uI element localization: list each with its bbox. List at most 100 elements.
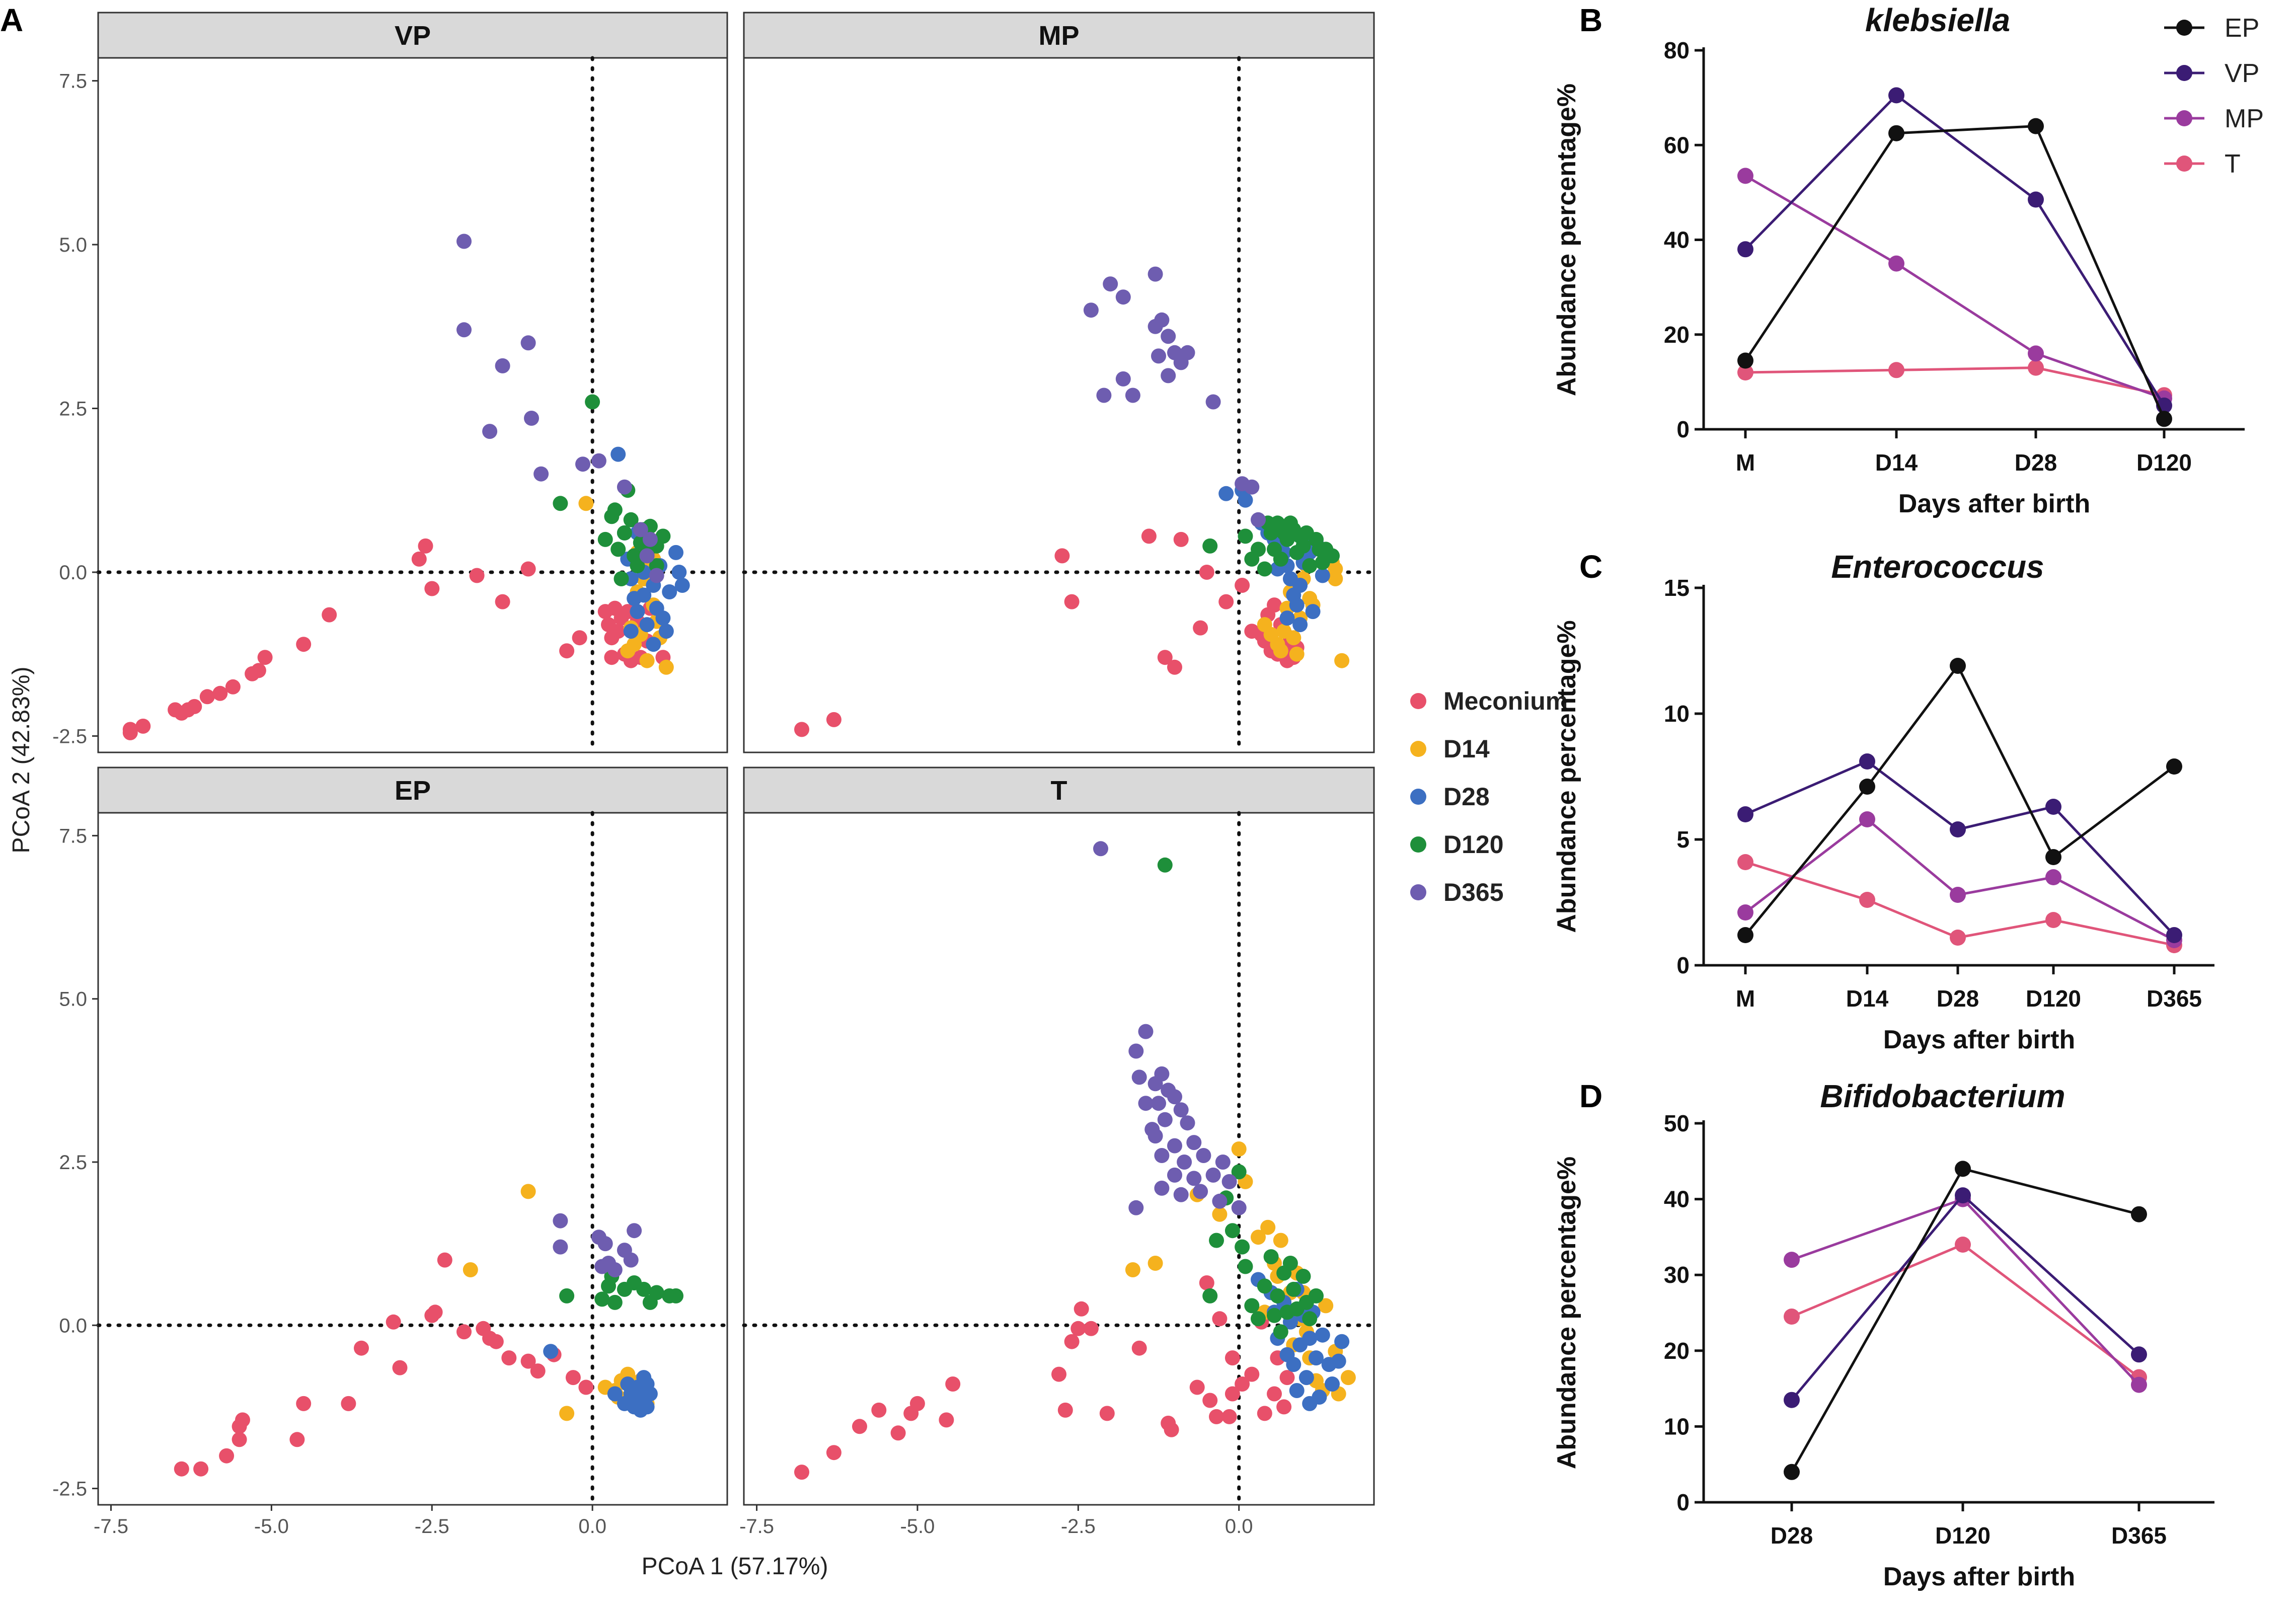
data-point-t bbox=[1737, 364, 1753, 380]
data-point-t bbox=[1737, 854, 1753, 870]
point-d365 bbox=[594, 1259, 610, 1274]
point-meconium bbox=[257, 650, 273, 665]
data-point-ep bbox=[1784, 1464, 1800, 1480]
facet-strip-label: T bbox=[1051, 776, 1067, 806]
panel-letter-d: D bbox=[1579, 1078, 1602, 1114]
y-tick-label: 10 bbox=[1664, 701, 1690, 727]
legend-label-t: T bbox=[2225, 149, 2241, 179]
point-meconium bbox=[135, 718, 151, 734]
point-d120 bbox=[1257, 1278, 1272, 1294]
point-d14 bbox=[1273, 643, 1288, 659]
x-tick-label: D14 bbox=[1875, 449, 1918, 476]
facet-strip-label: VP bbox=[395, 21, 431, 51]
point-d365 bbox=[1177, 1155, 1192, 1170]
series-line-mp bbox=[1744, 175, 2165, 400]
point-d365 bbox=[1221, 1174, 1237, 1189]
x-tick-label: -7.5 bbox=[94, 1515, 128, 1538]
point-d120 bbox=[597, 531, 613, 547]
point-d120 bbox=[614, 571, 629, 586]
point-d120 bbox=[1276, 525, 1292, 541]
point-d365 bbox=[1193, 1184, 1208, 1199]
x-tick-label: -5.0 bbox=[254, 1515, 289, 1538]
point-d120 bbox=[585, 394, 600, 410]
point-d365 bbox=[1212, 1193, 1228, 1209]
point-d28 bbox=[1302, 1331, 1318, 1346]
point-meconium bbox=[1244, 1366, 1260, 1382]
legend-marker-vp bbox=[2176, 65, 2192, 81]
point-d120 bbox=[1286, 1281, 1302, 1297]
point-d365 bbox=[1157, 1112, 1173, 1127]
y-tick-label: -2.5 bbox=[52, 1478, 87, 1500]
y-tick-label: 2.5 bbox=[59, 398, 87, 420]
point-d365 bbox=[533, 466, 549, 482]
point-d365 bbox=[1180, 345, 1195, 360]
point-meconium bbox=[520, 1353, 536, 1369]
point-d365 bbox=[607, 1262, 623, 1277]
legend-label-d365: D365 bbox=[1443, 878, 1504, 906]
data-point-ep bbox=[1737, 352, 1753, 369]
point-d365 bbox=[1083, 302, 1099, 318]
point-meconium bbox=[794, 722, 809, 737]
point-meconium bbox=[296, 637, 312, 652]
x-tick-label: D365 bbox=[2111, 1522, 2167, 1549]
chart-title: klebsiella bbox=[1865, 2, 2010, 38]
point-meconium bbox=[530, 1363, 546, 1379]
point-d120 bbox=[1238, 528, 1253, 544]
data-point-t bbox=[1859, 892, 1875, 908]
point-d120 bbox=[1295, 538, 1311, 554]
data-point-mp bbox=[2045, 869, 2061, 885]
point-d365 bbox=[1125, 388, 1140, 403]
point-meconium bbox=[578, 1379, 594, 1395]
point-d28 bbox=[610, 446, 626, 462]
point-d365 bbox=[575, 456, 590, 472]
point-d365 bbox=[1147, 319, 1163, 334]
point-d365 bbox=[1205, 1167, 1221, 1183]
point-d365 bbox=[1167, 1138, 1182, 1154]
point-d365 bbox=[1161, 329, 1176, 344]
facet-strip bbox=[97, 12, 728, 59]
point-meconium bbox=[411, 551, 427, 567]
data-point-mp bbox=[1950, 887, 1966, 903]
legend-swatch-d120 bbox=[1410, 836, 1426, 853]
x-tick-label: -2.5 bbox=[1061, 1515, 1096, 1538]
point-d365 bbox=[1173, 1102, 1189, 1118]
panel-letter-c: C bbox=[1579, 549, 1602, 585]
point-d120 bbox=[1238, 1259, 1253, 1274]
panel-d-bifidobacterium: D Bifidobacterium 0 10 20 30 40 50 D28 D120 D365 Da… bbox=[1552, 1078, 2214, 1591]
point-d365 bbox=[597, 1236, 613, 1252]
point-d365 bbox=[1154, 1148, 1170, 1163]
y-tick-label: 20 bbox=[1664, 1338, 1690, 1364]
x-tick-label: -7.5 bbox=[739, 1515, 774, 1538]
series-mp bbox=[1784, 1191, 2147, 1393]
point-d120 bbox=[559, 1288, 575, 1303]
point-d28 bbox=[1331, 1353, 1346, 1369]
point-meconium bbox=[1164, 1422, 1179, 1437]
point-d28 bbox=[623, 1386, 639, 1402]
point-d28 bbox=[1302, 1396, 1318, 1411]
point-d120 bbox=[1235, 1239, 1250, 1255]
point-d365 bbox=[639, 548, 655, 564]
facet-strip-label: EP bbox=[395, 776, 431, 806]
series-line-ep bbox=[1790, 1167, 2139, 1473]
point-d365 bbox=[1103, 276, 1118, 292]
chart-title: Bifidobacterium bbox=[1820, 1078, 2065, 1114]
point-meconium bbox=[212, 685, 228, 701]
series-line-mp bbox=[1744, 817, 2175, 942]
point-meconium bbox=[322, 607, 337, 623]
series-line-vp bbox=[1744, 94, 2166, 407]
point-d14 bbox=[1251, 1230, 1266, 1245]
point-d28 bbox=[1218, 486, 1234, 501]
point-d120 bbox=[1157, 857, 1173, 873]
point-d120 bbox=[1270, 1288, 1285, 1303]
point-d120 bbox=[1325, 548, 1340, 564]
y-tick-label: 0 bbox=[1676, 1489, 1690, 1515]
data-point-vp bbox=[2028, 191, 2044, 208]
point-d365 bbox=[1251, 512, 1266, 527]
series-mp bbox=[1737, 168, 2172, 407]
point-d365 bbox=[553, 1239, 568, 1255]
point-d365 bbox=[633, 522, 648, 538]
data-point-t bbox=[1784, 1309, 1800, 1325]
point-d365 bbox=[1138, 1024, 1154, 1039]
point-d28 bbox=[1334, 1334, 1350, 1349]
